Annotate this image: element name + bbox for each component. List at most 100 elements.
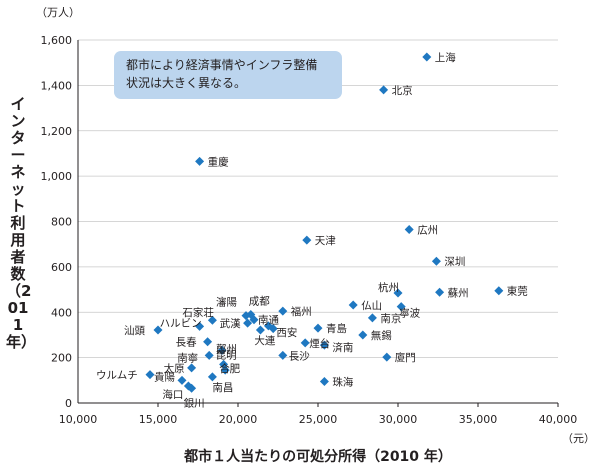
point-label: 武漢 bbox=[220, 317, 241, 330]
data-point bbox=[278, 350, 288, 360]
data-point bbox=[177, 375, 187, 385]
x-tick-label: 15,000 bbox=[139, 413, 178, 426]
data-point bbox=[494, 286, 504, 296]
point-label: 青島 bbox=[326, 322, 347, 335]
data-points bbox=[145, 52, 504, 393]
x-tick-labels: 10,000 15,000 20,000 25,000 30,000 35,000 40,0… bbox=[59, 413, 578, 426]
data-point bbox=[207, 315, 217, 325]
point-label: 重慶 bbox=[208, 155, 229, 168]
point-label: 石家荘 bbox=[182, 306, 214, 319]
x-tick-label: 10,000 bbox=[59, 413, 98, 426]
point-label: 西安 bbox=[276, 326, 297, 339]
data-point bbox=[319, 340, 329, 350]
point-label: 長沙 bbox=[289, 350, 310, 362]
point-label: 南通 bbox=[258, 314, 279, 327]
data-point bbox=[396, 302, 406, 312]
point-label: 珠海 bbox=[332, 375, 353, 388]
data-point bbox=[241, 311, 251, 321]
point-label: 蘇州 bbox=[448, 286, 469, 299]
point-label: 寧波 bbox=[399, 307, 420, 320]
point-label: 合肥 bbox=[219, 362, 240, 375]
point-label: 成都 bbox=[249, 296, 270, 308]
point-label: 広州 bbox=[417, 223, 438, 236]
y-tick-label: 600 bbox=[51, 261, 72, 274]
y-tick-label: 1,400 bbox=[41, 79, 73, 92]
x-tick-label: 40,000 bbox=[539, 413, 578, 426]
data-point bbox=[404, 224, 414, 234]
y-tick-label: 1,200 bbox=[41, 125, 73, 138]
data-point bbox=[348, 300, 358, 310]
data-point bbox=[220, 365, 230, 375]
data-point bbox=[302, 235, 312, 245]
data-point bbox=[195, 321, 205, 331]
x-unit-label: （元） bbox=[562, 432, 595, 445]
point-label: 太原 bbox=[164, 362, 185, 375]
data-point bbox=[187, 383, 197, 393]
point-label: 済南 bbox=[332, 341, 353, 354]
data-point bbox=[278, 306, 288, 316]
y-tick-label: 0 bbox=[65, 397, 72, 410]
y-tick-label: 1,600 bbox=[41, 34, 73, 47]
x-axis-title: 都市１人当たりの可処分所得（2010 年） bbox=[184, 449, 452, 465]
point-label: 瀋陽 bbox=[216, 296, 237, 309]
point-label: 汕頭 bbox=[124, 325, 145, 337]
point-label: ウルムチ bbox=[96, 370, 138, 382]
point-label: 廈門 bbox=[395, 351, 416, 364]
y-tick-label: 800 bbox=[51, 216, 72, 229]
data-point bbox=[243, 318, 253, 328]
data-point bbox=[249, 315, 259, 325]
data-point bbox=[431, 256, 441, 266]
data-point bbox=[313, 323, 323, 333]
y-unit-label: （万人） bbox=[36, 6, 80, 19]
data-point bbox=[379, 85, 389, 95]
point-label: 南昌 bbox=[212, 381, 233, 394]
point-label: 昆明 bbox=[216, 349, 237, 361]
y-tick-label: 1,000 bbox=[41, 170, 73, 183]
point-label: 鄭州 bbox=[216, 342, 237, 355]
point-label: 無錫 bbox=[371, 329, 392, 342]
data-point bbox=[435, 287, 445, 297]
axes bbox=[77, 40, 559, 407]
annotation-callout: 都市により経済事情やインフラ整備 状況は大きく異なる。 bbox=[114, 51, 342, 99]
data-point bbox=[422, 52, 432, 62]
point-label: 南京 bbox=[380, 312, 401, 325]
y-tick-labels: 0 200 400 600 800 1,000 1,200 1,400 1,600 bbox=[41, 34, 73, 410]
data-point bbox=[268, 324, 278, 334]
data-point bbox=[382, 352, 392, 362]
point-label: 南寧 bbox=[177, 351, 198, 364]
data-point bbox=[145, 370, 155, 380]
point-label: 天津 bbox=[315, 235, 336, 247]
point-label: 煙台 bbox=[309, 337, 330, 350]
point-label: ハルビン bbox=[160, 317, 202, 329]
point-label: 北京 bbox=[392, 84, 413, 97]
data-point bbox=[203, 337, 213, 347]
point-label: 上海 bbox=[435, 51, 456, 64]
data-point bbox=[367, 313, 377, 323]
x-tick-label: 35,000 bbox=[459, 413, 498, 426]
data-point bbox=[153, 325, 163, 335]
data-point bbox=[300, 338, 310, 348]
annotation-line-1: 都市により経済事情やインフラ整備 bbox=[126, 58, 318, 72]
point-label: 海口 bbox=[162, 388, 183, 401]
x-tick-label: 30,000 bbox=[379, 413, 418, 426]
data-point bbox=[207, 372, 217, 382]
y-axis-title: インターネット利用者数（2011年） bbox=[6, 95, 37, 351]
data-point bbox=[217, 345, 227, 355]
data-point bbox=[255, 325, 265, 335]
data-point bbox=[393, 288, 403, 298]
point-label: 福州 bbox=[291, 305, 312, 318]
point-label: 杭州 bbox=[378, 281, 399, 294]
point-label: 東莞 bbox=[507, 285, 528, 298]
point-label: 銀川 bbox=[184, 396, 205, 409]
data-point bbox=[358, 330, 368, 340]
y-tick-label: 400 bbox=[51, 306, 72, 319]
x-tick-label: 25,000 bbox=[299, 413, 338, 426]
point-label: 大連 bbox=[254, 334, 275, 347]
point-label: 長春 bbox=[176, 337, 197, 349]
point-label: 仏山 bbox=[361, 300, 382, 312]
data-point bbox=[319, 376, 329, 386]
data-point bbox=[195, 156, 205, 166]
annotation-line-2: 状況は大きく異なる。 bbox=[126, 76, 247, 90]
